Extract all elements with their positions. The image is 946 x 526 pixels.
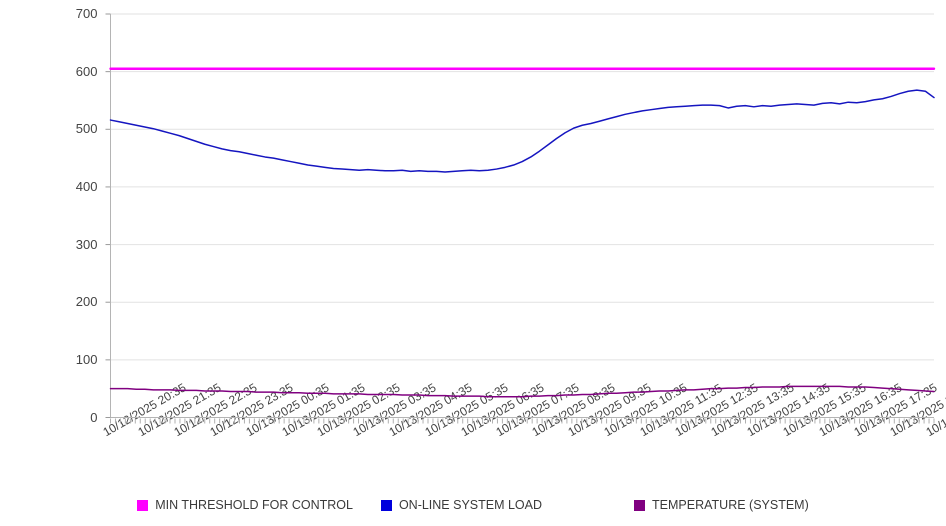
y-axis-tick-label: 400 (75, 178, 98, 194)
y-axis-tick-label: 100 (75, 351, 98, 367)
series-line (109, 89, 935, 173)
data-series-group (109, 67, 936, 398)
chart-legend: MIN THRESHOLD FOR CONTROL ON-LINE SYSTEM … (0, 494, 946, 516)
legend-color-swatch-icon (380, 499, 392, 511)
y-axis-tick-label: 300 (75, 236, 98, 252)
legend-color-swatch-icon (634, 499, 646, 511)
x-axis-minor-ticks (110, 418, 935, 424)
legend-item[interactable]: ON-LINE SYSTEM LOAD (380, 498, 543, 512)
legend-item-label: MIN THRESHOLD FOR CONTROL (155, 498, 353, 512)
axis-lines (110, 14, 934, 418)
legend-item-label: ON-LINE SYSTEM LOAD (398, 498, 543, 512)
legend-item-label: TEMPERATURE (SYSTEM) (652, 498, 809, 512)
y-axis-tick-label: 600 (75, 63, 98, 79)
y-axis-tick-label: 200 (75, 294, 98, 310)
gridlines (105, 13, 934, 418)
y-axis-tick-label: 500 (75, 121, 98, 137)
legend-item[interactable]: TEMPERATURE (SYSTEM) (634, 498, 809, 512)
series-line (109, 385, 935, 398)
y-axis-tick-label: 0 (90, 409, 98, 425)
legend-color-swatch-icon (137, 499, 149, 511)
legend-item[interactable]: MIN THRESHOLD FOR CONTROL (137, 498, 353, 512)
y-axis-tick-label: 700 (75, 6, 98, 21)
